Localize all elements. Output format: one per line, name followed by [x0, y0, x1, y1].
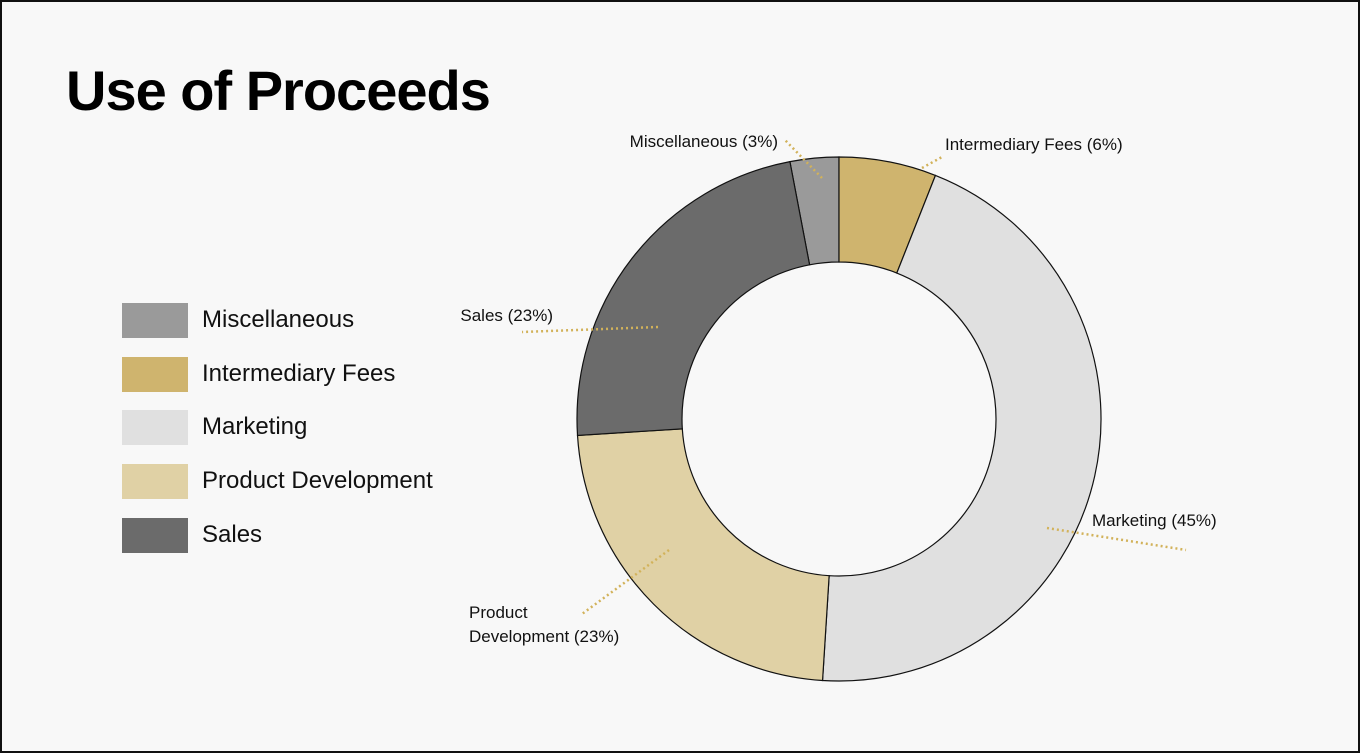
data-label-product-development: Product Development (23%) — [469, 603, 619, 646]
legend-swatch-product-development — [122, 463, 188, 499]
leader-line-intermediary-fees — [921, 155, 943, 170]
data-label-intermediary-fees: Intermediary Fees (6%) — [945, 135, 1123, 154]
legend-label-sales: Sales — [202, 521, 263, 548]
legend-item-marketing: Marketing — [122, 409, 482, 445]
legend-item-product-development: Product Development — [122, 463, 482, 499]
legend-swatch-sales — [122, 517, 188, 553]
leader-line-marketing — [1046, 526, 1187, 552]
donut-slice-sales — [576, 160, 811, 437]
legend-label-product-development: Product Development — [202, 467, 433, 494]
donut-slice-marketing — [821, 174, 1102, 682]
leader-line-product-development — [581, 548, 670, 616]
data-label-marketing: Marketing (45%) — [1092, 511, 1217, 530]
donut-slice-product-development — [576, 428, 830, 682]
legend-item-sales: Sales — [122, 517, 482, 553]
legend-label-intermediary-fees: Intermediary Fees — [202, 360, 396, 387]
legend-swatch-miscellaneous — [122, 302, 188, 338]
legend-item-miscellaneous: Miscellaneous — [122, 302, 482, 338]
legend-swatch-marketing — [122, 409, 188, 445]
data-label-sales: Sales (23%) — [460, 306, 553, 325]
legend-label-marketing: Marketing — [202, 413, 308, 440]
page-title: Use of Proceeds — [66, 59, 491, 122]
legend-item-intermediary-fees: Intermediary Fees — [122, 356, 482, 392]
legend-swatch-intermediary-fees — [122, 356, 188, 392]
leader-line-miscellaneous — [783, 138, 823, 179]
data-label-miscellaneous: Miscellaneous (3%) — [630, 132, 778, 151]
legend-label-miscellaneous: Miscellaneous — [202, 306, 355, 333]
